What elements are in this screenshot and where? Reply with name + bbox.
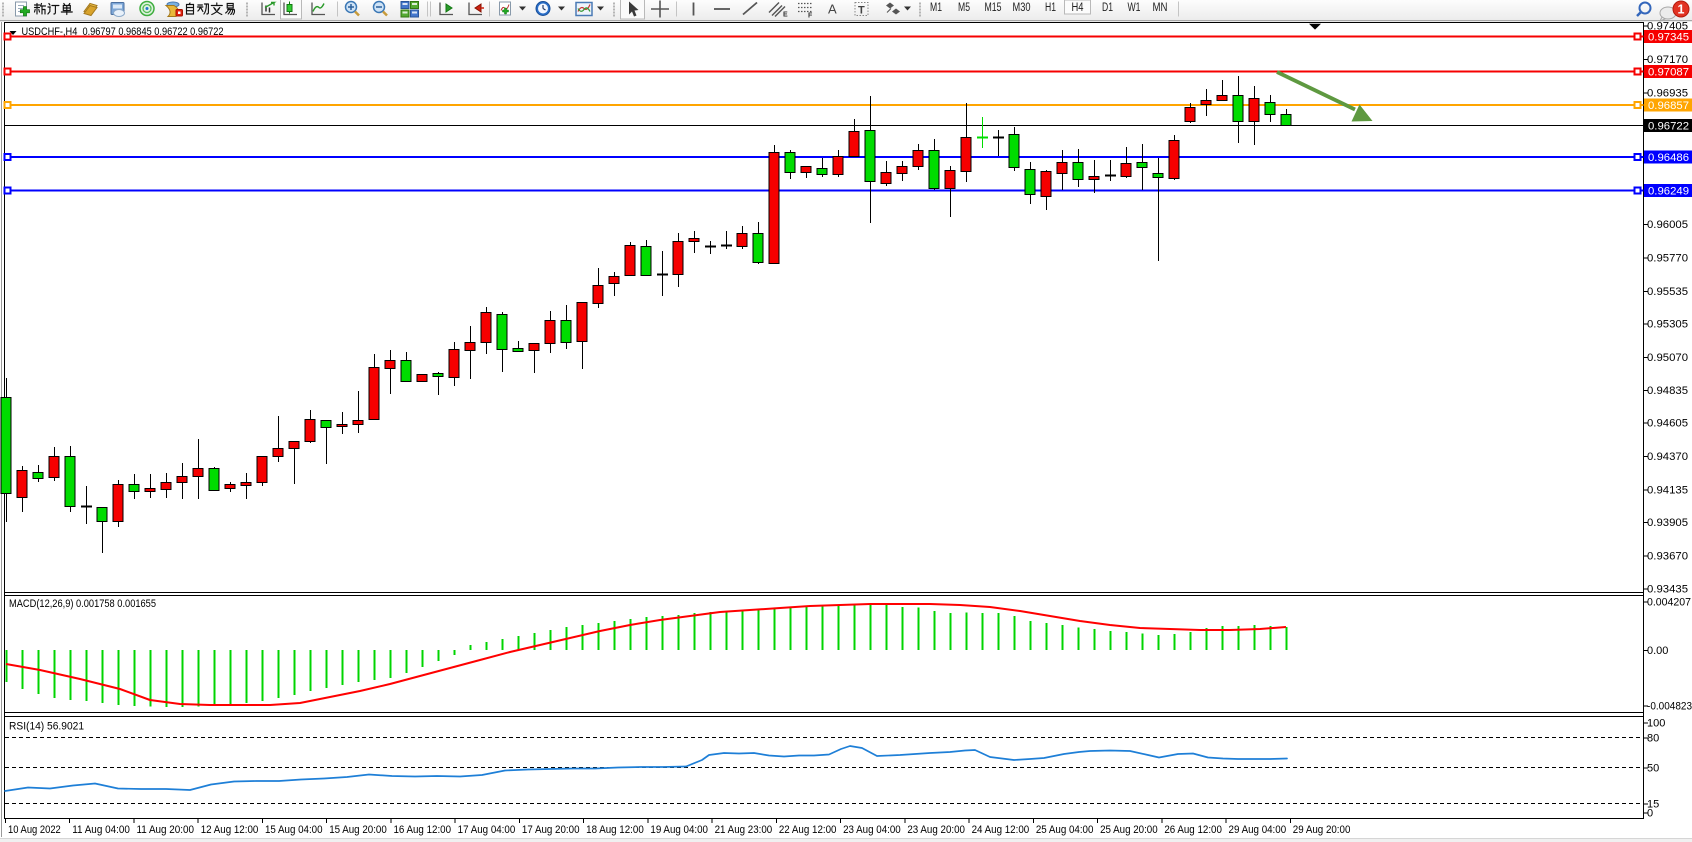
- svg-text:USDCHF-,H4 0.96797 0.96845 0.: USDCHF-,H4 0.96797 0.96845 0.96722 0.967…: [22, 26, 224, 38]
- svg-text:0.004207: 0.004207: [1647, 597, 1691, 609]
- svg-text:23 Aug 04:00: 23 Aug 04:00: [843, 824, 901, 836]
- svg-text:15 Aug 04:00: 15 Aug 04:00: [265, 824, 323, 836]
- svg-text:24 Aug 12:00: 24 Aug 12:00: [972, 824, 1030, 836]
- svg-text:0.93670: 0.93670: [1647, 550, 1688, 562]
- svg-text:22 Aug 12:00: 22 Aug 12:00: [779, 824, 837, 836]
- svg-text:0.96857: 0.96857: [1648, 100, 1689, 112]
- svg-text:25 Aug 20:00: 25 Aug 20:00: [1100, 824, 1158, 836]
- svg-text:0.97345: 0.97345: [1648, 32, 1689, 44]
- svg-text:0: 0: [1647, 808, 1653, 820]
- svg-text:M15: M15: [985, 2, 1002, 14]
- svg-text:MACD(12,26,9) 0.001758 0.00165: MACD(12,26,9) 0.001758 0.001655: [9, 598, 156, 610]
- svg-text:29 Aug 04:00: 29 Aug 04:00: [1229, 824, 1287, 836]
- svg-text:E: E: [783, 12, 788, 19]
- svg-text:0.96722: 0.96722: [1648, 121, 1689, 133]
- svg-text:0.95770: 0.95770: [1647, 253, 1688, 265]
- svg-text:H1: H1: [1045, 2, 1056, 14]
- svg-text:18 Aug 12:00: 18 Aug 12:00: [586, 824, 644, 836]
- svg-text:26 Aug 12:00: 26 Aug 12:00: [1164, 824, 1222, 836]
- svg-text:0.95535: 0.95535: [1647, 286, 1688, 298]
- svg-text:0.96005: 0.96005: [1647, 219, 1688, 231]
- svg-text:80: 80: [1647, 733, 1659, 745]
- svg-text:0.95305: 0.95305: [1647, 319, 1688, 331]
- svg-text:0.93905: 0.93905: [1647, 517, 1688, 529]
- svg-text:50: 50: [1647, 763, 1659, 775]
- svg-text:M5: M5: [958, 2, 970, 14]
- svg-text:W1: W1: [1128, 2, 1141, 14]
- svg-text:11 Aug 04:00: 11 Aug 04:00: [72, 824, 130, 836]
- svg-text:15: 15: [1647, 799, 1659, 811]
- svg-text:0.96935: 0.96935: [1647, 87, 1688, 99]
- svg-text:15 Aug 20:00: 15 Aug 20:00: [329, 824, 387, 836]
- svg-text:0.97170: 0.97170: [1647, 54, 1688, 66]
- svg-text:100: 100: [1647, 717, 1665, 729]
- svg-text:-0.004823: -0.004823: [1647, 701, 1692, 713]
- svg-text:17 Aug 04:00: 17 Aug 04:00: [458, 824, 516, 836]
- svg-text:M30: M30: [1013, 2, 1031, 14]
- svg-text:0.95070: 0.95070: [1647, 352, 1688, 364]
- svg-text:12 Aug 12:00: 12 Aug 12:00: [201, 824, 259, 836]
- svg-text:T: T: [858, 5, 865, 17]
- svg-text:A: A: [828, 2, 837, 17]
- svg-text:0.97087: 0.97087: [1648, 67, 1689, 79]
- svg-text:D1: D1: [1102, 2, 1113, 14]
- svg-text:25 Aug 04:00: 25 Aug 04:00: [1036, 824, 1094, 836]
- svg-text:0.94135: 0.94135: [1647, 484, 1688, 496]
- svg-text:0.94835: 0.94835: [1647, 385, 1688, 397]
- svg-text:0.00: 0.00: [1647, 645, 1668, 657]
- svg-text:16 Aug 12:00: 16 Aug 12:00: [393, 824, 451, 836]
- svg-text:0.93435: 0.93435: [1647, 584, 1688, 596]
- svg-text:0.96486: 0.96486: [1648, 152, 1689, 164]
- svg-text:F: F: [808, 13, 813, 20]
- svg-text:0.94605: 0.94605: [1647, 418, 1688, 430]
- svg-text:23 Aug 20:00: 23 Aug 20:00: [907, 824, 965, 836]
- svg-text:H4: H4: [1072, 2, 1084, 14]
- svg-text:RSI(14) 56.9021: RSI(14) 56.9021: [9, 721, 84, 733]
- svg-text:10 Aug 2022: 10 Aug 2022: [8, 824, 61, 836]
- svg-text:1: 1: [1678, 3, 1685, 17]
- svg-text:0.97405: 0.97405: [1647, 21, 1688, 33]
- svg-text:MN: MN: [1153, 2, 1168, 14]
- svg-text:0.94370: 0.94370: [1647, 451, 1688, 463]
- svg-text:0.96249: 0.96249: [1648, 186, 1689, 198]
- svg-text:17 Aug 20:00: 17 Aug 20:00: [522, 824, 580, 836]
- svg-text:21 Aug 23:00: 21 Aug 23:00: [715, 824, 773, 836]
- svg-text:29 Aug 20:00: 29 Aug 20:00: [1293, 824, 1351, 836]
- svg-text:11 Aug 20:00: 11 Aug 20:00: [136, 824, 194, 836]
- svg-text:19 Aug 04:00: 19 Aug 04:00: [650, 824, 708, 836]
- svg-text:M1: M1: [930, 2, 942, 14]
